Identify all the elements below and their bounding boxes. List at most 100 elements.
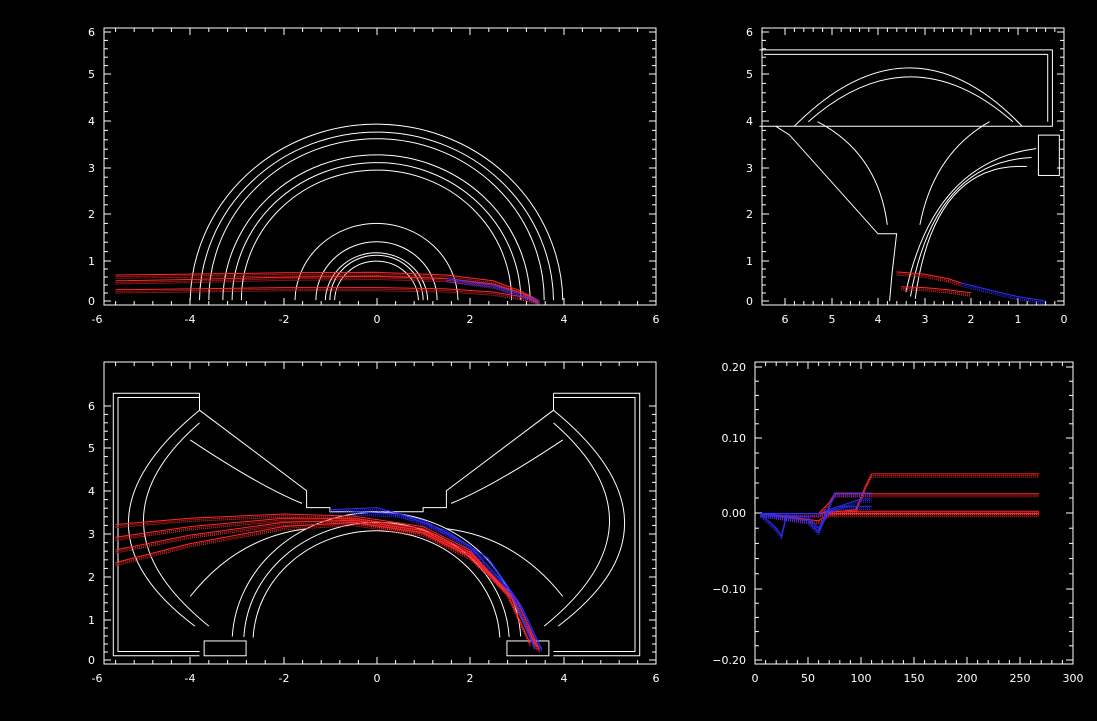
yoke-right-outline: [553, 392, 641, 657]
y-tick-label: 4: [746, 115, 753, 128]
y-tick-label: −0.10: [712, 583, 746, 596]
coil-arc: [807, 76, 1014, 123]
y-tick-label: 5: [88, 442, 95, 455]
trajectory-series-line: [760, 513, 1040, 522]
x-tick-label: 5: [829, 313, 836, 326]
lower-pole-arc: [243, 521, 510, 638]
y-tick-label: 3: [88, 162, 95, 175]
trajectory-series-line: [115, 522, 538, 651]
x-tick-label: 2: [968, 313, 975, 326]
trajectory-series-line: [329, 510, 536, 651]
x-tick-label: 250: [1010, 672, 1031, 685]
x-tick-label: 1: [1015, 313, 1022, 326]
yoke-outline: [759, 49, 1053, 127]
panel-top-right-plot: 6 5 4 3 2 1 0 0 1 2 3 4 5 6: [746, 26, 1068, 326]
trajectory-series-line: [446, 281, 540, 305]
trajectory-series-line: [961, 284, 1046, 304]
coil-arc: [543, 422, 610, 627]
x-tick-label: 200: [957, 672, 978, 685]
trajectory-series-line: [115, 520, 536, 649]
trajectory-series-line: [115, 287, 540, 302]
trajectory-series-line: [760, 508, 872, 518]
pole-outline: [775, 125, 898, 302]
trajectory-series-line: [961, 285, 1046, 305]
trajectory-series-line: [760, 516, 1040, 525]
trajectory-series-line: [115, 278, 540, 305]
x-tick-label: 6: [653, 672, 660, 685]
trajectory-series-line: [901, 287, 972, 295]
coil-arc: [446, 528, 564, 597]
trajectory-series-line: [115, 515, 531, 645]
x-tick-label: 6: [782, 313, 789, 326]
y-tick-label: 1: [88, 255, 95, 268]
coil-arc: [553, 409, 626, 627]
y-tick-label: 0: [88, 654, 95, 667]
x-tick-label: 4: [875, 313, 882, 326]
yoke-left-outline: [112, 392, 200, 657]
magnet-arc: [199, 131, 554, 301]
y-tick-label: 6: [88, 26, 95, 39]
trajectory-series-line: [115, 523, 540, 652]
trajectory-series-line: [353, 512, 543, 652]
trajectory-series-line: [115, 521, 540, 650]
y-tick-label: 2: [88, 571, 95, 584]
trajectory-series-line: [446, 278, 540, 302]
magnet-arc: [334, 260, 419, 301]
y-tick-label: 0.00: [722, 507, 747, 520]
trajectory-series-line: [115, 290, 540, 305]
lower-pole-arc: [252, 530, 501, 638]
x-tick-label: -6: [92, 672, 103, 685]
y-tick-label: 5: [88, 68, 95, 81]
x-tick-label: 4: [561, 672, 568, 685]
x-tick-label: 0: [1061, 313, 1068, 326]
y-tick-label: 2: [88, 208, 95, 221]
x-tick-label: 0: [752, 672, 759, 685]
y-tick-label: 2: [746, 208, 753, 221]
coil-block-left: [203, 640, 247, 657]
trajectory-series-line: [760, 514, 1040, 518]
trajectory-series-line: [115, 275, 540, 302]
trajectory-series-line: [760, 495, 872, 536]
coil-arc: [914, 165, 1027, 299]
y-tick-label: 6: [88, 400, 95, 413]
y-tick-label: 5: [746, 68, 753, 81]
trajectory-series-line: [901, 289, 972, 297]
x-tick-label: 3: [922, 313, 929, 326]
magnet-arc: [231, 162, 522, 301]
trajectory-series-line: [760, 507, 872, 516]
coil-arc: [127, 409, 200, 627]
trajectory-series-line: [759, 516, 788, 540]
yoke-right-inner: [553, 397, 636, 652]
x-tick-label: -4: [185, 313, 196, 326]
x-tick-label: -2: [279, 672, 290, 685]
trajectory-series-line: [759, 514, 788, 539]
y-tick-label: 1: [88, 614, 95, 627]
y-tick-label: 0: [746, 295, 753, 308]
x-tick-label: 100: [851, 672, 872, 685]
panel-bottom-left-plot: -6 -4 -2 0 2 4 6 0 1 2 3 4 5 6: [88, 361, 660, 685]
y-tick-label: 0.20: [722, 361, 747, 374]
plot-frame: [761, 27, 1065, 306]
x-tick-label: 150: [904, 672, 925, 685]
magnet-arc: [208, 138, 545, 301]
trajectory-series-line: [353, 514, 543, 653]
magnet-arc: [294, 222, 459, 301]
coil-block: [1037, 134, 1060, 176]
coil-arc: [817, 121, 888, 225]
y-tick-label: 0: [88, 295, 95, 308]
x-tick-label: 2: [467, 313, 474, 326]
yoke-inner-outline: [764, 53, 1049, 122]
x-tick-label: 4: [561, 313, 568, 326]
trajectory-series-line: [115, 516, 531, 647]
magnet-arc: [222, 154, 531, 301]
y-tick-label: 1: [746, 255, 753, 268]
trajectory-series-line: [760, 514, 1040, 523]
trajectory-series-line: [329, 508, 536, 650]
plot-frame: [103, 27, 657, 306]
trajectory-series-line: [446, 279, 540, 304]
magnet-arc: [240, 169, 513, 301]
trajectory-series-line: [760, 505, 872, 514]
magnet-arc: [189, 123, 564, 301]
y-tick-label: 0.10: [722, 432, 747, 445]
y-tick-label: 6: [746, 26, 753, 39]
